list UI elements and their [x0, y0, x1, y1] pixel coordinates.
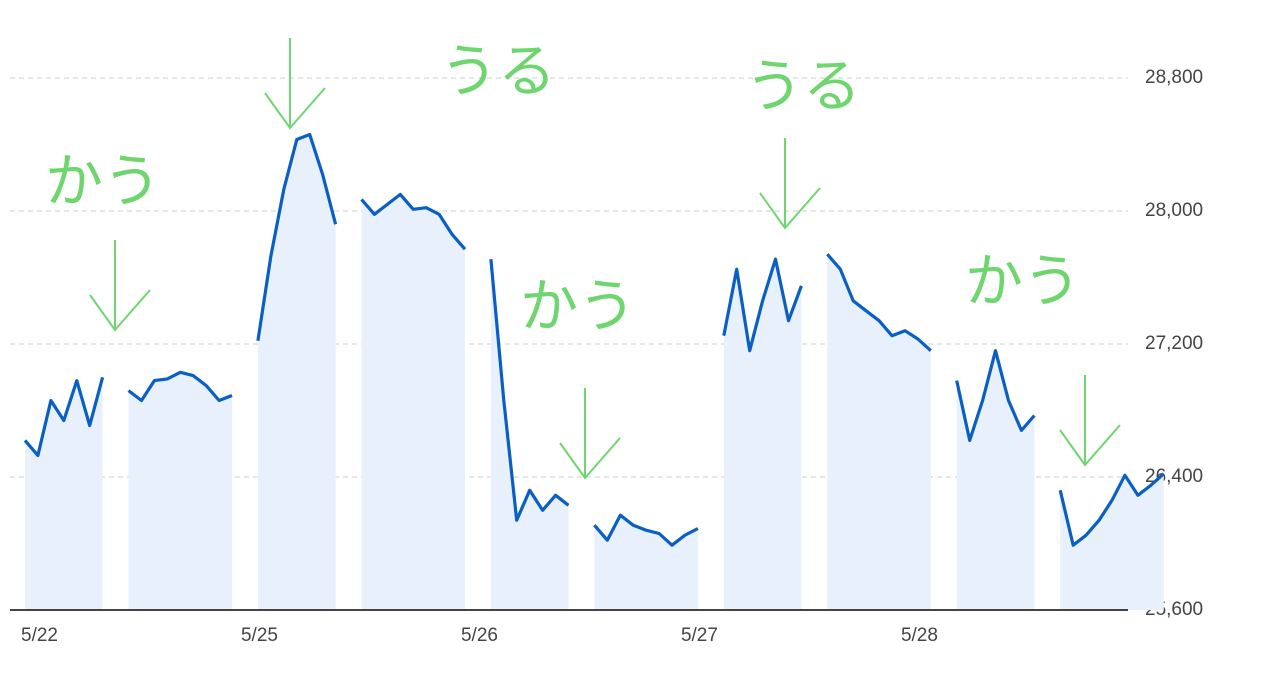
annotation-arrow: [559, 388, 621, 480]
y-tick-label: 28,800: [1145, 67, 1203, 88]
annotation: かう: [965, 247, 1081, 315]
area: [25, 134, 1164, 610]
x-tick-label: 5/26: [461, 625, 498, 646]
annotation-arrow: [264, 38, 326, 130]
annotation: うる: [745, 52, 861, 120]
annotation: かう: [45, 147, 161, 215]
x-tick-label: 5/28: [901, 625, 938, 646]
annotation: かう: [520, 272, 636, 340]
x-tick-label: 5/27: [681, 625, 718, 646]
y-tick-label: 28,000: [1145, 200, 1203, 221]
y-tick-label: 27,200: [1145, 333, 1203, 354]
annotation: うる: [440, 37, 556, 105]
annotation-arrow: [759, 138, 821, 230]
x-tick-label: 5/25: [241, 625, 278, 646]
x-tick-label: 5/22: [21, 625, 58, 646]
annotation-arrow: [89, 240, 151, 332]
annotation-arrow: [1059, 375, 1121, 467]
line: [23, 132, 1165, 547]
